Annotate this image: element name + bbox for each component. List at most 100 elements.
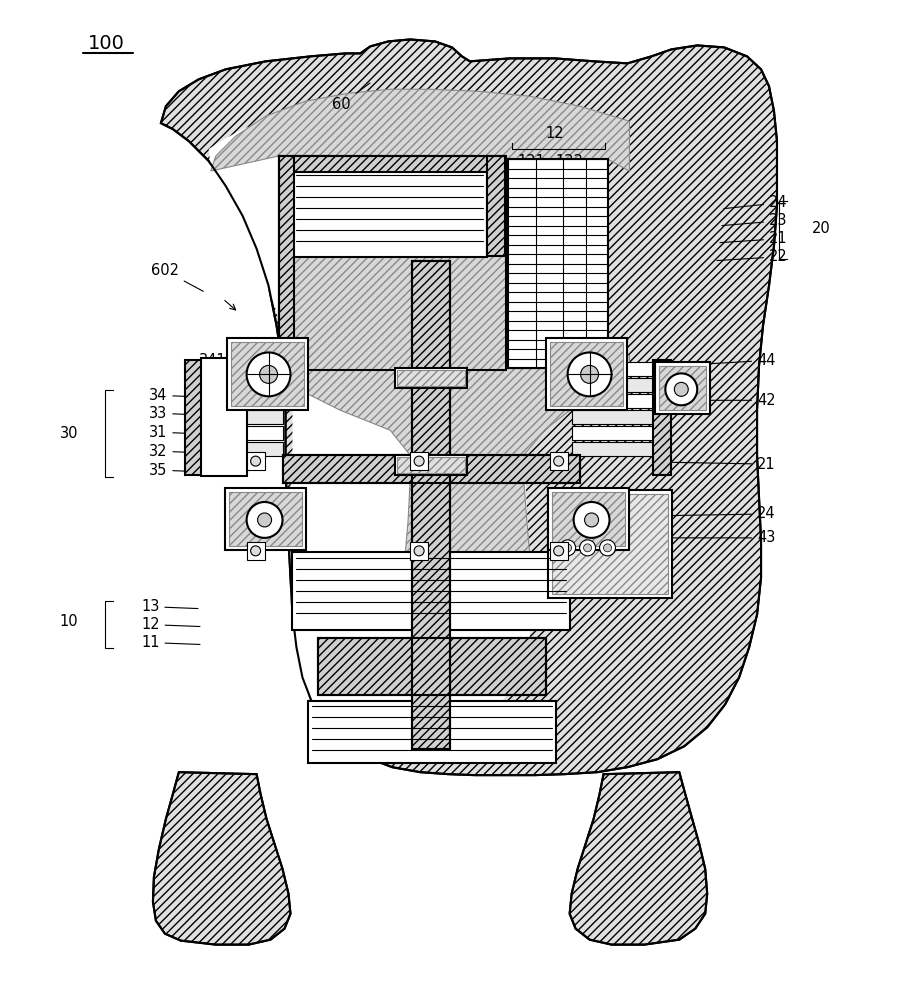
Bar xyxy=(201,362,282,376)
Bar xyxy=(552,494,668,594)
Bar xyxy=(289,156,491,172)
Bar xyxy=(412,261,450,749)
Text: 11: 11 xyxy=(141,635,200,650)
Bar xyxy=(548,488,630,550)
Bar xyxy=(410,542,428,560)
Bar xyxy=(225,488,307,550)
Bar xyxy=(552,492,625,546)
Text: 22: 22 xyxy=(717,249,787,264)
Circle shape xyxy=(554,546,564,556)
Bar xyxy=(318,638,546,695)
Text: 10: 10 xyxy=(60,614,78,629)
Bar xyxy=(487,156,505,256)
Circle shape xyxy=(580,540,595,556)
Polygon shape xyxy=(161,39,777,775)
Circle shape xyxy=(246,352,290,396)
Text: 43: 43 xyxy=(650,530,776,545)
Bar xyxy=(201,358,246,476)
Bar xyxy=(318,638,546,695)
Text: 31: 31 xyxy=(149,425,208,440)
Circle shape xyxy=(603,544,612,552)
Bar xyxy=(549,542,567,560)
Text: 12: 12 xyxy=(141,617,200,632)
Bar xyxy=(397,370,465,386)
Bar xyxy=(412,261,450,749)
Bar xyxy=(246,542,264,560)
Text: 21: 21 xyxy=(664,457,776,472)
Text: 123: 123 xyxy=(432,173,460,196)
Polygon shape xyxy=(153,772,290,945)
Bar xyxy=(201,442,282,456)
Bar xyxy=(549,342,623,406)
Text: 602: 602 xyxy=(151,263,203,291)
Bar xyxy=(397,457,465,473)
Circle shape xyxy=(675,382,688,396)
Text: 341: 341 xyxy=(198,353,258,370)
Text: 33: 33 xyxy=(149,406,206,421)
Circle shape xyxy=(251,456,261,466)
Bar xyxy=(653,360,671,475)
Bar xyxy=(572,410,653,424)
Text: 121: 121 xyxy=(518,154,546,176)
Text: 30: 30 xyxy=(60,426,78,441)
Text: 32: 32 xyxy=(149,444,208,459)
Bar xyxy=(282,455,580,483)
Bar xyxy=(656,362,710,414)
Bar xyxy=(201,394,282,408)
Circle shape xyxy=(574,502,610,538)
Bar xyxy=(572,442,653,456)
Bar xyxy=(549,452,567,470)
Bar xyxy=(572,426,653,440)
Bar xyxy=(279,156,506,370)
Circle shape xyxy=(581,365,599,383)
Circle shape xyxy=(554,456,564,466)
Bar xyxy=(292,552,570,630)
Text: 60: 60 xyxy=(332,83,370,112)
Bar xyxy=(201,426,282,440)
Circle shape xyxy=(584,513,599,527)
Circle shape xyxy=(414,456,424,466)
Text: 11: 11 xyxy=(340,190,359,213)
Bar xyxy=(246,452,264,470)
Bar xyxy=(201,378,282,392)
Circle shape xyxy=(258,513,272,527)
Text: 44: 44 xyxy=(684,353,776,368)
Text: 12: 12 xyxy=(546,126,564,141)
Bar xyxy=(410,452,428,470)
Bar xyxy=(395,368,467,388)
Bar xyxy=(659,366,706,410)
Text: 34: 34 xyxy=(149,388,208,403)
Text: 21: 21 xyxy=(720,231,787,246)
Circle shape xyxy=(600,540,615,556)
Circle shape xyxy=(564,544,572,552)
Text: 20: 20 xyxy=(812,221,830,236)
Text: 23: 23 xyxy=(722,213,787,228)
Circle shape xyxy=(666,373,697,405)
Bar xyxy=(201,410,282,424)
Text: 100: 100 xyxy=(87,34,124,53)
Text: 24: 24 xyxy=(650,506,776,521)
Bar xyxy=(572,394,653,408)
Text: 122: 122 xyxy=(554,154,584,174)
Bar xyxy=(292,169,487,257)
Bar xyxy=(572,378,653,392)
Circle shape xyxy=(251,546,261,556)
Bar xyxy=(282,455,580,483)
Bar xyxy=(279,156,294,355)
Circle shape xyxy=(414,546,424,556)
Circle shape xyxy=(246,502,282,538)
Circle shape xyxy=(260,365,278,383)
Bar xyxy=(572,362,653,376)
Bar xyxy=(548,490,672,598)
Bar xyxy=(231,342,305,406)
Bar xyxy=(185,360,203,475)
Bar xyxy=(308,701,556,763)
Bar xyxy=(229,492,302,546)
Polygon shape xyxy=(211,89,630,555)
Polygon shape xyxy=(208,103,538,737)
Bar xyxy=(508,159,608,368)
Text: 42: 42 xyxy=(684,393,776,408)
Circle shape xyxy=(584,544,592,552)
Text: 24: 24 xyxy=(724,195,787,210)
Bar xyxy=(546,338,628,410)
